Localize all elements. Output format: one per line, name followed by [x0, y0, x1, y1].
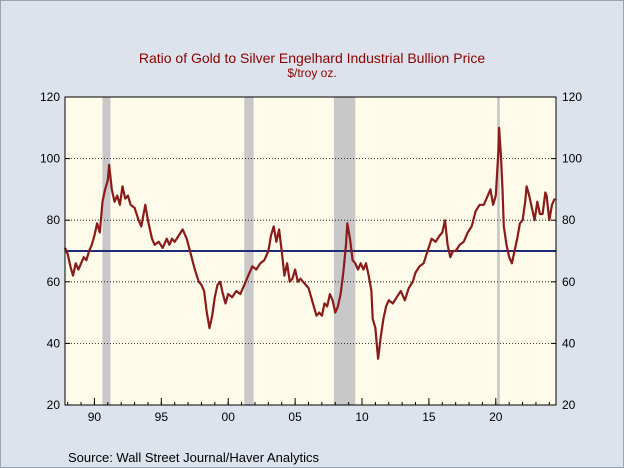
y-tick-label-left-80: 80	[47, 213, 61, 227]
y-tick-label-right-60: 60	[562, 275, 576, 289]
x-tick-label-15: 15	[422, 410, 436, 424]
x-tick-label-20: 20	[489, 410, 503, 424]
y-tick-label-left-40: 40	[47, 336, 61, 350]
y-tick-label-left-100: 100	[40, 152, 60, 166]
chart-subtitle: $/troy oz.	[287, 66, 337, 80]
x-tick-label-95: 95	[155, 410, 169, 424]
chart-title: Ratio of Gold to Silver Engelhard Indust…	[138, 50, 486, 66]
x-tick-label-10: 10	[355, 410, 369, 424]
y-tick-label-left-120: 120	[40, 90, 60, 104]
series-line-0	[63, 126, 556, 360]
x-tick-label-00: 00	[222, 410, 236, 424]
y-tick-label-left-20: 20	[47, 398, 61, 412]
plot-border	[64, 96, 557, 406]
y-tick-label-right-20: 20	[562, 398, 576, 412]
x-tick-label-90: 90	[88, 410, 102, 424]
source-note: Source: Wall Street Journal/Haver Analyt…	[68, 450, 319, 465]
y-tick-label-right-100: 100	[562, 152, 582, 166]
series-layer	[63, 126, 556, 360]
y-tick-label-left-60: 60	[47, 275, 61, 289]
x-tick-label-05: 05	[288, 410, 302, 424]
y-tick-label-right-120: 120	[562, 90, 582, 104]
y-tick-label-right-80: 80	[562, 213, 576, 227]
axes: 20 20 40 40 60 60 80 80 100 100 120 120 90 95 00 05 10 15…	[40, 90, 582, 424]
y-tick-label-right-40: 40	[562, 336, 576, 350]
